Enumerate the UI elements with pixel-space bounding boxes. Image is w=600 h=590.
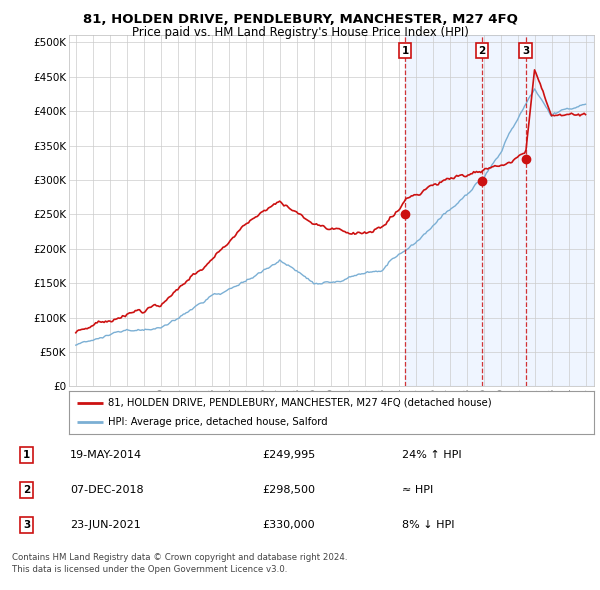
Text: £298,500: £298,500 — [262, 486, 315, 495]
Text: 2: 2 — [23, 486, 30, 495]
Text: 19-MAY-2014: 19-MAY-2014 — [70, 450, 142, 460]
Text: 3: 3 — [522, 45, 529, 55]
Text: 1: 1 — [23, 450, 30, 460]
Bar — [405, 35, 594, 386]
Text: 3: 3 — [23, 520, 30, 530]
Text: ≈ HPI: ≈ HPI — [402, 486, 433, 495]
Text: 24% ↑ HPI: 24% ↑ HPI — [402, 450, 461, 460]
Text: £249,995: £249,995 — [262, 450, 316, 460]
Text: 23-JUN-2021: 23-JUN-2021 — [70, 520, 141, 530]
Text: £330,000: £330,000 — [262, 520, 315, 530]
Text: 07-DEC-2018: 07-DEC-2018 — [70, 486, 144, 495]
Text: HPI: Average price, detached house, Salford: HPI: Average price, detached house, Salf… — [109, 417, 328, 427]
Text: Contains HM Land Registry data © Crown copyright and database right 2024.: Contains HM Land Registry data © Crown c… — [12, 553, 347, 562]
Text: 81, HOLDEN DRIVE, PENDLEBURY, MANCHESTER, M27 4FQ: 81, HOLDEN DRIVE, PENDLEBURY, MANCHESTER… — [83, 13, 517, 26]
Text: 8% ↓ HPI: 8% ↓ HPI — [402, 520, 454, 530]
Text: 81, HOLDEN DRIVE, PENDLEBURY, MANCHESTER, M27 4FQ (detached house): 81, HOLDEN DRIVE, PENDLEBURY, MANCHESTER… — [109, 398, 492, 408]
Text: 2: 2 — [479, 45, 486, 55]
Text: Price paid vs. HM Land Registry's House Price Index (HPI): Price paid vs. HM Land Registry's House … — [131, 26, 469, 39]
Text: 1: 1 — [401, 45, 409, 55]
Text: This data is licensed under the Open Government Licence v3.0.: This data is licensed under the Open Gov… — [12, 565, 287, 573]
